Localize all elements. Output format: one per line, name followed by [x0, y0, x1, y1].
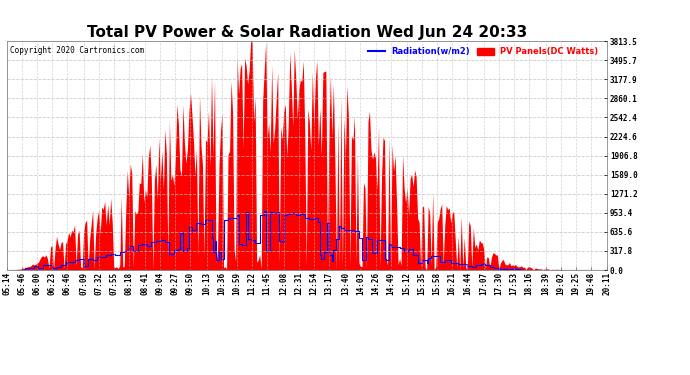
Legend: Radiation(w/m2), PV Panels(DC Watts): Radiation(w/m2), PV Panels(DC Watts)	[366, 45, 600, 58]
Text: Copyright 2020 Cartronics.com: Copyright 2020 Cartronics.com	[10, 46, 144, 55]
Title: Total PV Power & Solar Radiation Wed Jun 24 20:33: Total PV Power & Solar Radiation Wed Jun…	[87, 25, 527, 40]
